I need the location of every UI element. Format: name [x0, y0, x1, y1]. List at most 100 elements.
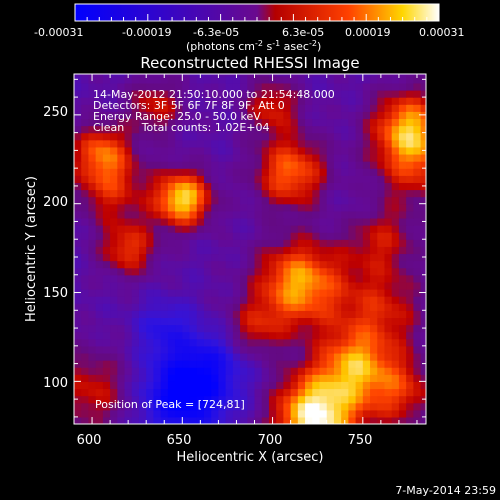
- heatmap-cell: [377, 118, 386, 127]
- heatmap-cell: [355, 367, 364, 375]
- heatmap-cell: [283, 125, 292, 134]
- heatmap-cell: [74, 246, 82, 255]
- heatmap-cell: [211, 288, 220, 297]
- heatmap-cell: [268, 281, 277, 290]
- heatmap-cell: [276, 338, 284, 347]
- heatmap-cell: [196, 111, 205, 120]
- heatmap-cell: [290, 388, 299, 397]
- heatmap-cell: [218, 388, 227, 397]
- heatmap-cell: [182, 118, 191, 127]
- heatmap-cell: [348, 317, 357, 326]
- heatmap-cell: [182, 82, 191, 91]
- heatmap-cell: [102, 281, 111, 290]
- heatmap-cell: [362, 416, 371, 424]
- heatmap-cell: [254, 210, 263, 219]
- heatmap-cell: [341, 409, 349, 418]
- heatmap-cell: [290, 310, 299, 318]
- heatmap-cell: [203, 395, 212, 404]
- heatmap-cell: [131, 402, 140, 411]
- heatmap-cell: [138, 395, 147, 404]
- heatmap-cell: [319, 338, 328, 347]
- heatmap-cell: [102, 89, 111, 98]
- heatmap-cell: [131, 217, 140, 226]
- heatmap-cell: [305, 388, 313, 397]
- heatmap-cell: [384, 239, 393, 247]
- heatmap-cell: [254, 274, 263, 283]
- heatmap-cell: [355, 210, 364, 219]
- heatmap-cell: [370, 189, 378, 198]
- heatmap-cell: [88, 253, 97, 262]
- heatmap-cell: [319, 260, 328, 269]
- heatmap-cell: [81, 381, 90, 390]
- heatmap-cell: [175, 331, 183, 340]
- heatmap-cell: [167, 388, 176, 397]
- heatmap-cell: [88, 168, 97, 176]
- heatmap-cell: [384, 210, 393, 219]
- heatmap-cell: [167, 267, 176, 276]
- heatmap-cell: [203, 288, 212, 297]
- heatmap-cell: [326, 153, 335, 162]
- heatmap-cell: [88, 317, 97, 326]
- heatmap-cell: [175, 317, 183, 326]
- heatmap-cell: [153, 175, 162, 183]
- heatmap-cell: [268, 260, 277, 269]
- heatmap-cell: [297, 310, 306, 318]
- heatmap-cell: [196, 253, 205, 262]
- heatmap-cell: [110, 360, 118, 368]
- heatmap-cell: [138, 296, 147, 304]
- heatmap-cell: [391, 416, 400, 424]
- heatmap-cell: [319, 239, 328, 247]
- heatmap-cell: [167, 317, 176, 326]
- heatmap-cell: [290, 161, 299, 169]
- heatmap-cell: [398, 182, 407, 191]
- heatmap-cell: [362, 324, 371, 333]
- heatmap-cell: [189, 281, 198, 290]
- heatmap-cell: [297, 104, 306, 112]
- heatmap-cell: [370, 225, 378, 233]
- heatmap-cell: [341, 317, 349, 326]
- heatmap-cell: [370, 416, 378, 424]
- heatmap-area: [74, 74, 426, 424]
- heatmap-cell: [268, 89, 277, 98]
- heatmap-cell: [297, 288, 306, 297]
- heatmap-cell: [81, 182, 90, 191]
- heatmap-cell: [391, 118, 400, 127]
- heatmap-cell: [413, 232, 422, 240]
- heatmap-cell: [341, 232, 349, 240]
- heatmap-cell: [131, 246, 140, 255]
- heatmap-cell: [218, 139, 227, 148]
- heatmap-cell: [355, 267, 364, 276]
- heatmap-cell: [247, 281, 256, 290]
- heatmap-cell: [182, 182, 191, 191]
- heatmap-cell: [326, 132, 335, 141]
- heatmap-cell: [81, 82, 90, 91]
- heatmap-cell: [261, 132, 270, 141]
- heatmap-cell: [247, 374, 256, 382]
- heatmap-cell: [261, 324, 270, 333]
- heatmap-cell: [276, 416, 284, 424]
- heatmap-cell: [124, 239, 133, 247]
- heatmap-cell: [211, 168, 220, 176]
- heatmap-cell: [312, 310, 321, 318]
- heatmap-cell: [160, 246, 169, 255]
- heatmap-cell: [146, 367, 155, 375]
- heatmap-cell: [391, 82, 400, 91]
- heatmap-cell: [117, 210, 126, 219]
- heatmap-cell: [232, 168, 241, 176]
- heatmap-cell: [283, 189, 292, 198]
- heatmap-cell: [355, 246, 364, 255]
- heatmap-cell: [232, 196, 241, 205]
- heatmap-cell: [413, 345, 422, 354]
- heatmap-cell: [225, 253, 234, 262]
- heatmap-cell: [124, 338, 133, 347]
- heatmap-cell: [146, 288, 155, 297]
- heatmap-cell: [88, 324, 97, 333]
- heatmap-cell: [391, 367, 400, 375]
- heatmap-cell: [117, 97, 126, 105]
- heatmap-cell: [254, 381, 263, 390]
- heatmap-cell: [276, 97, 284, 105]
- heatmap-cell: [290, 345, 299, 354]
- heatmap-cell: [283, 239, 292, 247]
- heatmap-cell: [225, 97, 234, 105]
- heatmap-cell: [319, 352, 328, 361]
